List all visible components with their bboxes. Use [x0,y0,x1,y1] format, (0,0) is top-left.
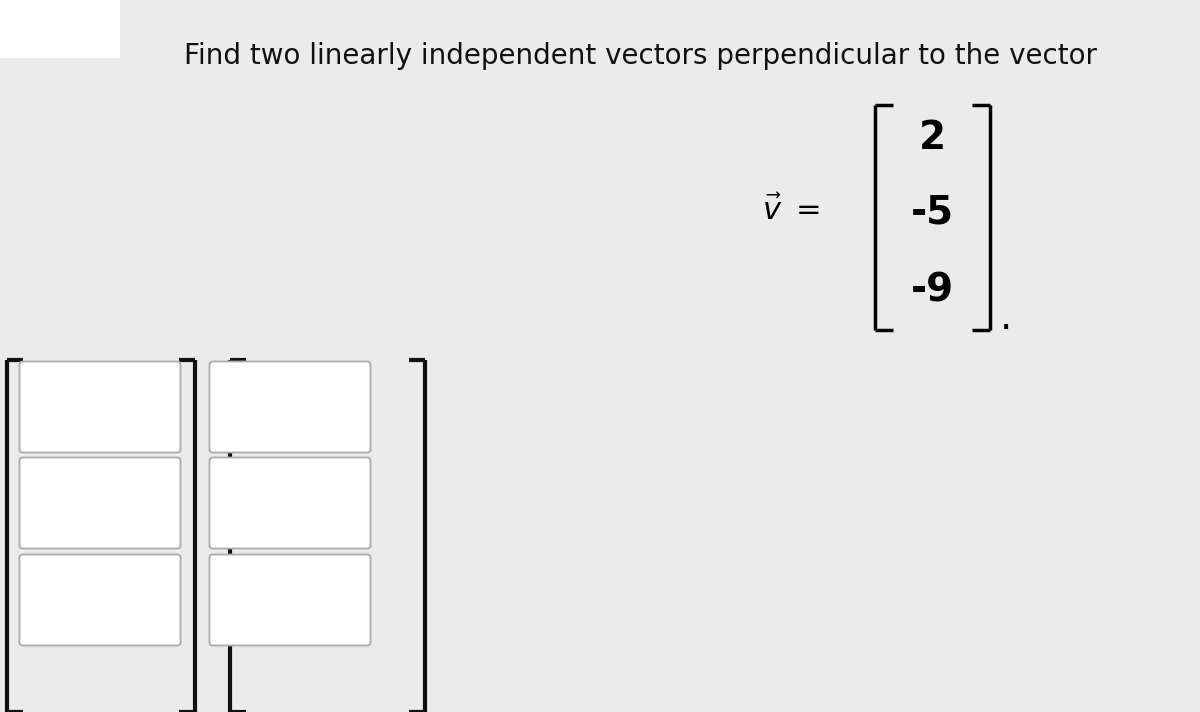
Text: -9: -9 [911,271,954,309]
Text: 2: 2 [918,119,946,157]
Text: -5: -5 [911,193,954,231]
FancyBboxPatch shape [210,458,371,548]
FancyBboxPatch shape [19,555,180,646]
Text: ,: , [210,491,220,520]
Bar [0,0,120,58]
Text: Find two linearly independent vectors perpendicular to the vector: Find two linearly independent vectors pe… [184,42,1097,70]
FancyBboxPatch shape [210,555,371,646]
Text: .: . [1000,299,1013,337]
FancyBboxPatch shape [210,362,371,453]
FancyBboxPatch shape [19,362,180,453]
Text: $\vec{v}\ =$: $\vec{v}\ =$ [762,194,820,226]
FancyBboxPatch shape [19,458,180,548]
